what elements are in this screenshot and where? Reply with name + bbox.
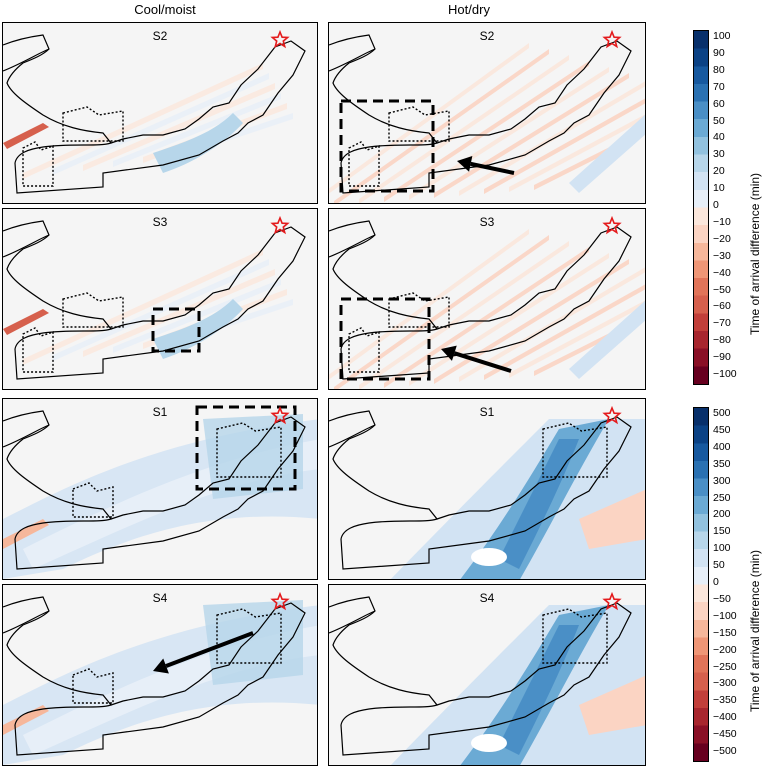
colorbar-tick-label: 250 (713, 491, 731, 504)
colorbar-bottom-label: Time of arrival difference (min) (748, 549, 762, 712)
map-canvas (329, 585, 645, 765)
colorbar-tick-label: 200 (713, 508, 731, 521)
dashed-box (339, 99, 435, 193)
colorbar-tick-label: 90 (713, 46, 725, 59)
map-panel-hot-s1: S1 (328, 398, 646, 580)
colorbar-tick-label: −250 (713, 660, 737, 673)
star-icon (270, 215, 290, 235)
colorbar-tick-label: 500 (713, 407, 731, 419)
map-panel-cool-s4: S4 (2, 584, 318, 766)
colorbar-tick-label: −40 (713, 266, 731, 279)
colorbar-tick-label: 70 (713, 80, 725, 93)
field-layer (3, 249, 293, 365)
star-icon (602, 591, 622, 611)
map-canvas (329, 209, 645, 389)
map-canvas (329, 23, 645, 203)
colorbar-tick-label: −100 (713, 609, 737, 622)
colorbar-tick-label: −200 (713, 643, 737, 656)
arrow-icon (470, 161, 515, 175)
arrow-icon (453, 351, 512, 373)
map-panel-hot-s2: S2 (328, 22, 646, 204)
map-panel-hot-s3: S3 (328, 208, 646, 390)
colorbar-tick-label: −20 (713, 232, 731, 245)
colorbar-tick-label: 400 (713, 440, 731, 453)
field-layer (3, 63, 293, 179)
colorbar-tick-label: −450 (713, 728, 737, 741)
map-panel-cool-s1: S1 (2, 398, 318, 580)
panel-label: S1 (152, 405, 168, 419)
star-icon (270, 29, 290, 49)
map-canvas (3, 585, 317, 765)
colorbar-tick-label: 30 (713, 148, 725, 161)
colorbar-tick-label: 100 (713, 542, 731, 555)
colorbar-tick-label: 80 (713, 63, 725, 76)
colorbar-tick-label: −350 (713, 694, 737, 707)
map-canvas (3, 399, 317, 579)
colorbar-top (693, 30, 709, 385)
panel-label: S2 (479, 29, 495, 43)
arrow-icon (165, 631, 254, 668)
colorbar-tick-label: −50 (713, 283, 731, 296)
colorbar-tick-label: 100 (713, 30, 731, 42)
colorbar-tick-label: 350 (713, 457, 731, 470)
colorbar-tick-label: −90 (713, 351, 731, 364)
field-layer (3, 600, 317, 765)
colorbar-tick-label: −60 (713, 300, 731, 313)
colorbar-tick-label: 300 (713, 474, 731, 487)
star-icon (602, 29, 622, 49)
star-icon (602, 405, 622, 425)
map-canvas (3, 209, 317, 389)
colorbar-tick-label: −300 (713, 677, 737, 690)
panel-label: S3 (152, 215, 168, 229)
colorbar-tick-label: −80 (713, 334, 731, 347)
dashed-box (195, 405, 297, 491)
colorbar-tick-label: −100 (713, 368, 737, 380)
map-panel-hot-s4: S4 (328, 584, 646, 766)
colorbar-tick-label: 50 (713, 559, 725, 572)
panel-label: S4 (152, 591, 168, 605)
colorbar-tick-label: 50 (713, 114, 725, 127)
star-icon (270, 591, 290, 611)
colorbar-tick-label: −30 (713, 249, 731, 262)
colorbar-tick-label: 0 (713, 199, 719, 211)
colorbar-tick-label: −10 (713, 215, 731, 228)
colorbar-tick-label: −50 (713, 592, 731, 605)
colorbar-tick-label: −70 (713, 317, 731, 330)
colorbar-tick-label: 450 (713, 423, 731, 436)
dashed-box (339, 297, 431, 381)
star-icon (270, 405, 290, 425)
column-title-hot-dry: Hot/dry (448, 2, 490, 17)
star-icon (602, 215, 622, 235)
panel-label: S4 (479, 591, 495, 605)
colorbar-tick-label: 40 (713, 131, 725, 144)
panel-label: S1 (479, 405, 495, 419)
map-panel-cool-s3: S3 (2, 208, 318, 390)
colorbar-tick-label: 10 (713, 182, 725, 195)
colorbar-bottom (693, 407, 709, 762)
map-panel-cool-s2: S2 (2, 22, 318, 204)
colorbar-top-label: Time of arrival difference (min) (748, 172, 762, 335)
map-canvas (329, 399, 645, 579)
colorbar-tick-label: −500 (713, 745, 737, 757)
colorbar-tick-label: 60 (713, 97, 725, 110)
colorbar-tick-label: 20 (713, 165, 725, 178)
dashed-box (151, 307, 201, 353)
field-layer (329, 43, 645, 203)
panel-label: S2 (152, 29, 168, 43)
field-layer (3, 414, 317, 579)
colorbar-tick-label: −150 (713, 626, 737, 639)
map-canvas (3, 23, 317, 203)
colorbar-tick-label: −400 (713, 711, 737, 724)
colorbar-tick-label: 0 (713, 576, 719, 588)
panel-label: S3 (479, 215, 495, 229)
colorbar-tick-label: 150 (713, 525, 731, 538)
column-title-cool-moist: Cool/moist (134, 2, 196, 17)
